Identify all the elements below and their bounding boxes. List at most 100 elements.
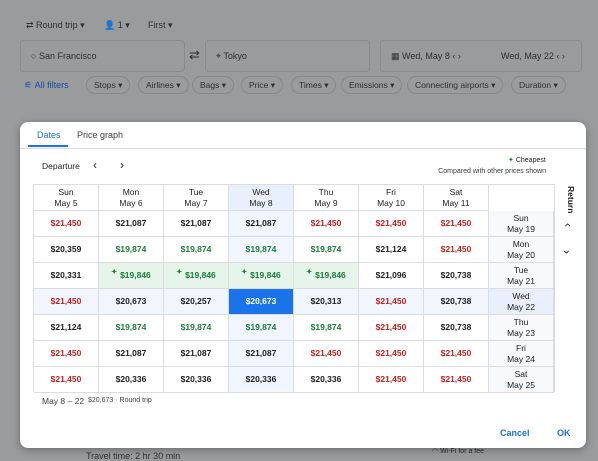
next-week[interactable]: › bbox=[120, 158, 124, 172]
price-cell[interactable]: $20,738 bbox=[424, 263, 489, 289]
price-cell[interactable]: $21,450 bbox=[359, 315, 424, 341]
row-header: Sun May 19 bbox=[489, 211, 554, 237]
price-cell[interactable]: $20,331 bbox=[34, 263, 99, 289]
price-cell[interactable]: $21,450 bbox=[294, 211, 359, 237]
date: May 5 bbox=[54, 197, 78, 208]
date: May 7 bbox=[184, 197, 208, 208]
price-cell[interactable]: $21,450 bbox=[294, 341, 359, 367]
price: $20,673 bbox=[115, 296, 147, 306]
price-cell[interactable]: ✦ $19,846 bbox=[164, 263, 229, 289]
row-header: Sat May 25 bbox=[489, 367, 554, 393]
origin-box[interactable]: ○ San Francisco bbox=[20, 40, 185, 72]
price-cell[interactable]: $21,450 bbox=[34, 289, 99, 315]
price: $19,874 bbox=[115, 244, 147, 254]
filter-pill[interactable]: Duration ▾ bbox=[511, 76, 566, 94]
price-cell[interactable]: $19,874 bbox=[99, 237, 164, 263]
legend: ✦ Cheapest bbox=[508, 157, 546, 164]
price-cell[interactable]: $20,359 bbox=[34, 237, 99, 263]
price-cell[interactable]: $20,336 bbox=[99, 367, 164, 393]
price-cell[interactable]: $19,874 bbox=[294, 237, 359, 263]
price-cell[interactable]: $21,450 bbox=[424, 367, 489, 393]
cabin[interactable]: First ▾ bbox=[148, 20, 173, 30]
price-cell[interactable]: $19,874 bbox=[294, 315, 359, 341]
filter-pill[interactable]: Connecting airports ▾ bbox=[407, 76, 504, 94]
date-box[interactable]: ▦ Wed, May 8 ‹ › Wed, May 22 ‹ › bbox=[380, 40, 582, 72]
price-cell[interactable]: $20,336 bbox=[294, 367, 359, 393]
swap-icon[interactable]: ⇄ bbox=[189, 47, 200, 62]
day: Mon bbox=[512, 238, 530, 249]
destination-box[interactable]: ⌖ Tokyo bbox=[205, 40, 370, 72]
price-cell[interactable]: $19,874 bbox=[229, 237, 294, 263]
price-cell[interactable]: $20,336 bbox=[229, 367, 294, 393]
price-cell[interactable]: $19,874 bbox=[99, 315, 164, 341]
price-cell[interactable]: $21,450 bbox=[359, 289, 424, 315]
price-cell[interactable]: ✦ $19,846 bbox=[99, 263, 164, 289]
price: $21,450 bbox=[375, 218, 407, 228]
cabin-text: First bbox=[148, 20, 166, 30]
price: $21,450 bbox=[50, 374, 82, 384]
cancel-button[interactable]: Cancel bbox=[500, 428, 530, 438]
price-cell[interactable]: $21,087 bbox=[164, 341, 229, 367]
price-cell[interactable]: $21,450 bbox=[34, 211, 99, 237]
filter-text: Price bbox=[249, 80, 269, 90]
price: $21,087 bbox=[245, 218, 277, 228]
price: $19,846 bbox=[120, 270, 151, 280]
price-cell[interactable]: $20,673 bbox=[229, 289, 294, 315]
price-cell[interactable]: $19,874 bbox=[164, 315, 229, 341]
tab-dates[interactable]: Dates bbox=[37, 130, 61, 140]
price-cell[interactable]: $21,450 bbox=[424, 211, 489, 237]
tab-indicator bbox=[28, 145, 68, 147]
price-cell[interactable]: $21,450 bbox=[34, 341, 99, 367]
price-cell[interactable]: $21,096 bbox=[359, 263, 424, 289]
price: $19,846 bbox=[250, 270, 281, 280]
price-cell[interactable]: $21,087 bbox=[229, 341, 294, 367]
filter-pill[interactable]: Times ▾ bbox=[291, 76, 337, 94]
date-dialog: Dates Price graph Departure ‹ › ✦ Cheape… bbox=[20, 122, 586, 448]
tab-divider bbox=[20, 148, 586, 149]
price-cell[interactable]: $19,874 bbox=[164, 237, 229, 263]
price-cell[interactable]: $21,124 bbox=[34, 315, 99, 341]
destination: Tokyo bbox=[223, 51, 247, 61]
price: $21,450 bbox=[440, 244, 472, 254]
price-cell[interactable]: $21,087 bbox=[99, 211, 164, 237]
price-cell[interactable]: $21,450 bbox=[359, 341, 424, 367]
prev-return[interactable]: › bbox=[560, 223, 574, 227]
price-cell[interactable]: ✦ $19,846 bbox=[229, 263, 294, 289]
trip-type[interactable]: ⇄ Round trip ▾ bbox=[26, 20, 85, 30]
price-cell[interactable]: $21,450 bbox=[34, 367, 99, 393]
price-cell[interactable]: $21,450 bbox=[359, 367, 424, 393]
price-cell[interactable]: $20,257 bbox=[164, 289, 229, 315]
filter-pill[interactable]: Stops ▾ bbox=[86, 76, 131, 94]
price-cell[interactable]: $21,450 bbox=[359, 211, 424, 237]
filter-text: All filters bbox=[34, 80, 69, 90]
price-cell[interactable]: $21,087 bbox=[229, 211, 294, 237]
price-cell[interactable]: $19,874 bbox=[229, 315, 294, 341]
price-cell[interactable]: $21,124 bbox=[359, 237, 424, 263]
price-cell[interactable]: $21,450 bbox=[424, 237, 489, 263]
price-cell[interactable]: $20,738 bbox=[424, 315, 489, 341]
price-cell[interactable]: $20,673 bbox=[99, 289, 164, 315]
price-cell[interactable]: $21,087 bbox=[164, 211, 229, 237]
price: $21,450 bbox=[375, 348, 407, 358]
prev-week[interactable]: ‹ bbox=[93, 158, 97, 172]
filter-pill[interactable]: Airlines ▾ bbox=[138, 76, 189, 94]
filter-pill[interactable]: Bags ▾ bbox=[192, 76, 235, 94]
passengers[interactable]: 👤 1 ▾ bbox=[104, 20, 130, 30]
price: $20,738 bbox=[440, 322, 472, 332]
all-filters[interactable]: ⚟ All filters bbox=[24, 80, 69, 90]
price-cell[interactable]: $21,087 bbox=[99, 341, 164, 367]
price-cell[interactable]: ✦ $19,846 bbox=[294, 263, 359, 289]
day: Fri bbox=[516, 342, 526, 353]
ok-button[interactable]: OK bbox=[557, 428, 571, 438]
filter-pill[interactable]: Price ▾ bbox=[241, 76, 284, 94]
price-cell[interactable]: $21,450 bbox=[424, 341, 489, 367]
row-header: Wed May 22 bbox=[489, 289, 554, 315]
filter-pill[interactable]: Emissions ▾ bbox=[341, 76, 403, 94]
price-cell[interactable]: $20,336 bbox=[164, 367, 229, 393]
price: $21,087 bbox=[115, 348, 147, 358]
tab-price-graph[interactable]: Price graph bbox=[77, 130, 124, 140]
next-return[interactable]: › bbox=[560, 250, 574, 254]
price: $21,124 bbox=[375, 244, 407, 254]
price-cell[interactable]: $20,738 bbox=[424, 289, 489, 315]
price-cell[interactable]: $20,313 bbox=[294, 289, 359, 315]
